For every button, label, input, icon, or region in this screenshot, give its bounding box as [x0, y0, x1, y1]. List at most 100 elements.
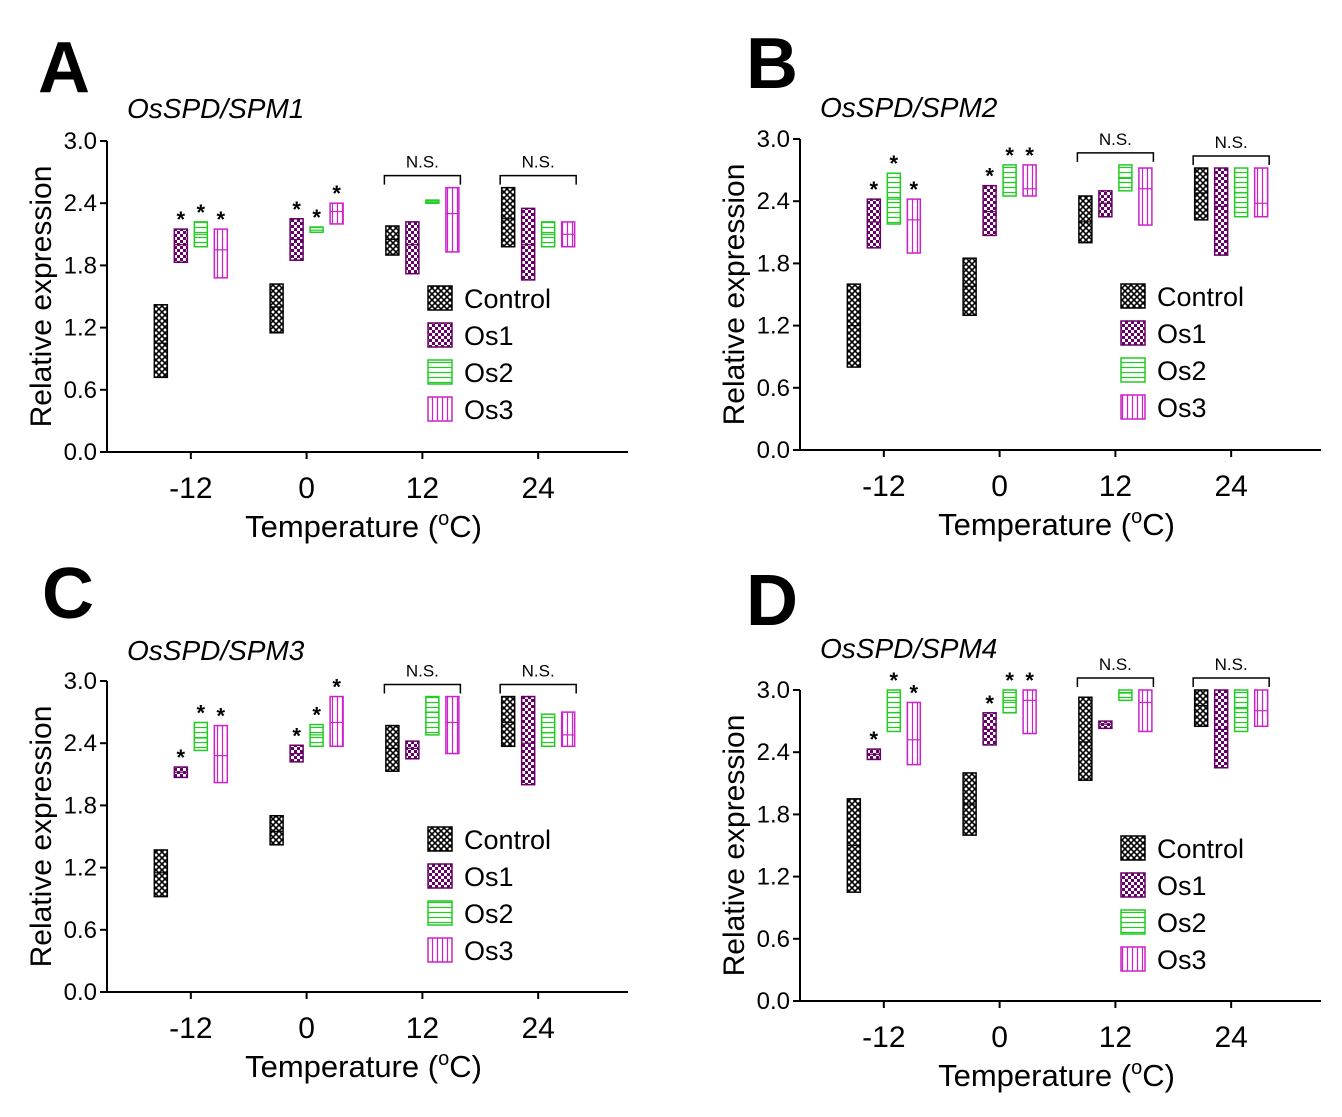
legend-swatch-control [1120, 835, 1146, 861]
box-os1 [1213, 167, 1229, 256]
x-tick-label: 0 [298, 1012, 315, 1045]
box-os3 [560, 711, 576, 748]
y-tick-label: 0.6 [757, 926, 790, 953]
significance-star: * [197, 700, 206, 725]
y-tick-label: 1.8 [757, 801, 790, 828]
box-os3 [1253, 689, 1269, 728]
x-tick-label: 24 [521, 472, 554, 505]
legend-label: Os1 [1157, 871, 1207, 901]
ns-label: N.S. [406, 153, 439, 172]
legend-label: Os3 [464, 936, 514, 966]
significance-star: * [312, 205, 321, 230]
box-os3 [1138, 689, 1153, 733]
legend-swatch-control [427, 285, 453, 311]
legend-label: Control [464, 284, 551, 314]
x-tick-label: -12 [862, 470, 905, 503]
y-tick-label: 1.2 [64, 315, 97, 342]
ns-bracket [383, 683, 462, 694]
legend-label: Control [464, 825, 551, 855]
x-tick-label: 12 [406, 1012, 439, 1045]
significance-star: * [985, 164, 994, 189]
legend-swatch-os3 [427, 937, 453, 963]
legend-swatch-control [427, 826, 453, 852]
box-control [1193, 689, 1209, 728]
box-os2 [1118, 689, 1133, 702]
legend-swatch-os3 [1120, 394, 1146, 420]
y-tick-label: 0.6 [64, 917, 97, 944]
y-tick-label: 2.4 [757, 188, 790, 215]
significance-star: * [890, 151, 899, 176]
x-tick-label: 24 [1214, 470, 1247, 503]
x-axis-label: Temperature (oC) [938, 506, 1175, 542]
legend-swatch-os1 [1120, 320, 1146, 346]
panel-a: A OsSPD/SPM1 0.0 0.6 1.2 1.8 2.4 3.0Relative … [25, 28, 628, 544]
box-control [269, 283, 284, 334]
box-os1 [405, 221, 420, 275]
x-tick-label: 0 [991, 1021, 1008, 1054]
box-control [500, 695, 516, 748]
significance-star: * [870, 177, 879, 202]
legend-label: Os1 [464, 862, 514, 892]
gene-title: OsSPD/SPM2 [820, 92, 998, 123]
box-os1 [173, 228, 189, 264]
box-os3 [1253, 167, 1269, 218]
significance-star: * [1005, 668, 1014, 693]
x-axis-label: Temperature (oC) [938, 1057, 1175, 1093]
box-os3 [906, 701, 922, 766]
legend-label: Os3 [1157, 945, 1207, 975]
legend-label: Os2 [464, 899, 514, 929]
x-axis-label: Temperature (oC) [245, 508, 482, 544]
box-os3 [445, 186, 460, 253]
ns-bracket [383, 174, 462, 185]
box-os3 [329, 695, 344, 748]
box-os3 [1022, 689, 1037, 735]
y-tick-label: 1.2 [757, 864, 790, 891]
ns-bracket [1192, 155, 1270, 166]
box-control [1193, 167, 1209, 221]
box-os2 [1233, 689, 1249, 733]
y-tick-label: 1.8 [757, 250, 790, 277]
y-axis-label: Relative expression [718, 715, 751, 977]
box-os1 [520, 695, 536, 786]
legend-swatch-os1 [427, 863, 453, 889]
legend-label: Os1 [464, 321, 514, 351]
ns-label: N.S. [522, 662, 555, 681]
x-axis-label: Temperature (oC) [245, 1048, 482, 1084]
box-os3 [1138, 167, 1153, 226]
y-tick-label: 1.8 [64, 792, 97, 819]
x-tick-label: 0 [991, 470, 1008, 503]
legend-label: Os2 [1157, 356, 1207, 386]
ns-label: N.S. [1215, 655, 1248, 674]
significance-star: * [217, 207, 226, 232]
box-control [385, 225, 400, 256]
panel-letter: A [38, 28, 90, 108]
significance-star: * [292, 723, 301, 748]
box-os1 [982, 184, 997, 237]
panel-d: D OsSPD/SPM4 0.0 0.6 1.2 1.8 2.4 3.0Relative … [718, 561, 1321, 1093]
ns-bracket [1076, 677, 1155, 687]
ns-label: N.S. [406, 662, 439, 681]
significance-star: * [890, 668, 899, 693]
y-tick-label: 3.0 [64, 128, 97, 155]
legend-label: Control [1157, 834, 1244, 864]
panel-letter: C [42, 554, 94, 634]
y-tick-label: 3.0 [64, 668, 97, 695]
x-tick-label: 24 [521, 1012, 554, 1045]
y-axis-label: Relative expression [718, 164, 751, 426]
box-control [1078, 195, 1093, 244]
box-control [269, 815, 284, 846]
y-tick-label: 2.4 [757, 739, 790, 766]
legend-label: Control [1157, 282, 1244, 312]
legend-swatch-os1 [427, 322, 453, 348]
y-tick-label: 2.4 [64, 730, 97, 757]
significance-star: * [292, 197, 301, 222]
panel-letter: B [746, 24, 798, 104]
significance-star: * [332, 181, 341, 206]
y-tick-label: 0.6 [757, 375, 790, 402]
box-os2 [1002, 164, 1017, 197]
legend-label: Os3 [1157, 393, 1207, 423]
significance-star: * [910, 177, 919, 202]
y-tick-label: 1.8 [64, 252, 97, 279]
x-tick-label: -12 [862, 1021, 905, 1054]
